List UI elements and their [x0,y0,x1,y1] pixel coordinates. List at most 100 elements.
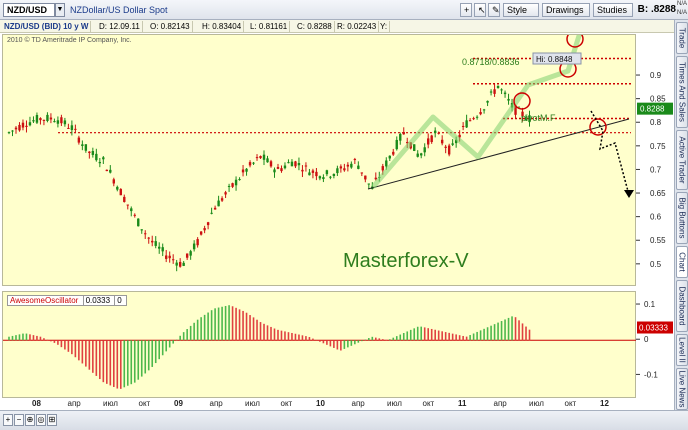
candle-body [137,218,140,227]
na-bottom: N/A [676,10,687,16]
price-axis[interactable]: 0.9 0.85 0.8 0.75 0.7 0.65 0.6 0.55 0.5 0.8288 [636,34,674,286]
candle-body [35,115,39,123]
candle-body [196,239,199,246]
oscillator-axis[interactable]: 0.1 0 -0.1 0.03333 [636,291,674,398]
crosshair-icon[interactable]: + [460,3,472,17]
zoom-fit-icon[interactable]: ◎ [36,414,46,426]
candle-body [130,208,133,212]
tab-active-trader[interactable]: Active Trader [676,130,688,190]
candle-body [290,161,294,167]
osc-tick-label: 0.1 [644,300,656,309]
tab-chart[interactable]: Chart [676,246,688,278]
candle-body [433,130,437,134]
time-axis-label: апр [493,399,507,408]
candle-body [102,157,105,160]
candle-body [126,204,129,206]
range-readout: R: 0.02243 [335,21,380,32]
candle-body [192,243,196,250]
tab-trade[interactable]: Trade [676,22,688,54]
candle-body [154,241,157,246]
oscillator-panel[interactable]: AwesomeOscillator 0.0333 0 [2,291,637,398]
candle-body [11,130,14,132]
candle-body [88,151,91,154]
candle-body [105,169,109,172]
candle-body [479,112,482,115]
candle-body [14,127,18,130]
candle-body [297,163,301,166]
candle-body [521,111,524,117]
osc-tick-label: -0.1 [644,370,658,379]
zoom-reset-icon[interactable]: ⊞ [47,414,57,426]
ohlc-header: NZD/USD (BID) 10 y W D: 12.09.11 O: 0.82… [0,20,674,33]
tab-times-and-sales[interactable]: Times And Sales [676,56,688,128]
oscillator-axis-ticks: 0.1 0 -0.1 0.03333 [636,300,673,379]
zoom-out-icon[interactable]: − [14,414,24,426]
oscillator-chart [3,305,637,389]
candle-body [475,116,479,118]
instrument-label[interactable]: NZD/USD (BID) 10 y W [2,21,92,32]
pencil-icon[interactable]: ✎ [488,3,500,17]
candle-body [266,158,269,163]
candle-body [18,124,21,131]
candle-body [357,165,360,169]
candle-body [329,176,332,178]
candle-body [91,151,95,155]
candle-body [514,105,517,115]
candle-body [304,165,308,167]
time-axis-label: июл [103,399,118,408]
candle-body [454,139,458,144]
candle-body [147,237,150,239]
candle-body [168,255,171,259]
drawings-button[interactable]: Drawings [542,3,590,17]
time-axis-label: июл [245,399,260,408]
symbol-input[interactable]: NZD/USD [3,3,55,17]
time-axis-label: окт [422,399,435,408]
oscillator-legend[interactable]: AwesomeOscillator 0.0333 0 [7,295,127,306]
tab-level-ii-label: Level II [677,337,687,363]
time-axis-label: июл [529,399,544,408]
osc-tick-label: 0 [644,335,649,344]
style-label: Style [507,5,528,15]
candle-body [220,198,224,201]
candle-body [42,119,46,121]
candle-body [503,92,507,95]
low-readout: L: 0.81161 [248,21,291,32]
symbol-dropdown-icon[interactable]: ▼ [55,3,65,17]
studies-button[interactable]: Studies [593,3,633,17]
studies-label: Studies [597,5,628,15]
price-tick-label: 0.7 [650,165,662,174]
candle-body [112,179,115,184]
candle-body [206,222,210,226]
pan-icon[interactable]: + [3,414,13,426]
candle-body [49,117,53,120]
tab-big-buttons[interactable]: Big Buttons [676,192,688,244]
tab-level-ii[interactable]: Level II [676,334,688,366]
pointer-icon[interactable]: ↖ [474,3,486,17]
oscillator-title: AwesomeOscillator [10,296,79,305]
tab-live-news[interactable]: Live News [676,368,688,410]
candle-body [423,147,426,153]
tab-active-trader-label: Active Trader [677,136,687,184]
tab-dashboard[interactable]: Dashboard [676,280,688,332]
candle-body [493,89,496,94]
pivot-label: pivotM.F [521,113,556,123]
candle-body [311,170,315,173]
zoom-in-icon[interactable]: ⊕ [25,414,35,426]
candle-body [199,231,203,235]
price-tick-label: 0.8 [650,118,662,127]
candle-body [119,189,122,196]
target-circle-pivot [513,92,531,110]
candle-body [171,259,175,261]
candle-body [67,127,70,129]
candle-body [420,153,423,156]
style-button[interactable]: Style [503,3,539,17]
time-axis[interactable]: 08 апр июл окт 09 апр июл окт 10 апр июл окт 11 апр ию… [2,398,636,410]
candle-body [151,240,154,243]
candle-body [276,166,280,169]
bid-price-readout: B: .8288 [637,4,676,15]
candle-body [287,162,290,164]
time-axis-label: 12 [600,399,609,408]
time-axis-label: апр [209,399,223,408]
candle-body [294,161,297,167]
